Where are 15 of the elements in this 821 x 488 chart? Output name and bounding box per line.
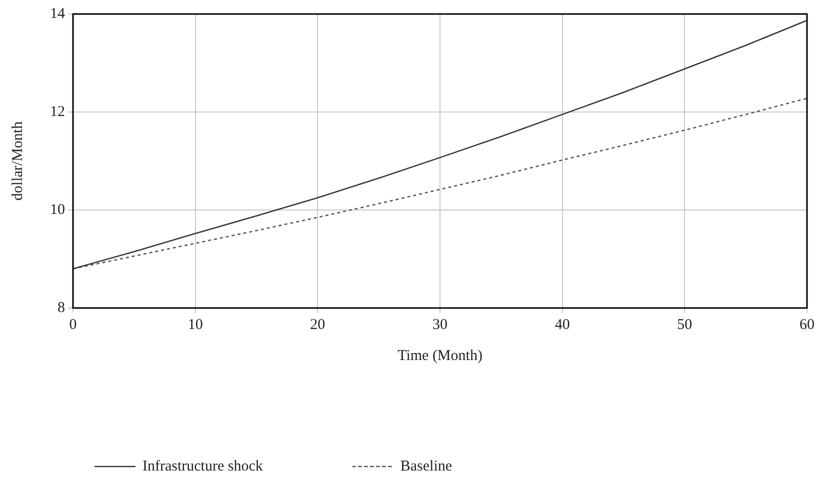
x-tick-label: 0 xyxy=(69,316,77,333)
x-tick-label: 20 xyxy=(310,316,326,333)
y-tick-label: 8 xyxy=(58,300,65,316)
y-tick-label: 14 xyxy=(50,6,66,22)
legend-label: Baseline xyxy=(400,458,452,474)
x-tick-label: 10 xyxy=(188,316,203,333)
x-tick-label: 50 xyxy=(677,316,692,333)
x-tick-label: 40 xyxy=(554,316,570,333)
x-axis-title: Time (Month) xyxy=(398,348,482,364)
legend-label: Infrastructure shock xyxy=(142,458,264,474)
y-axis-title: dollar/Month xyxy=(10,120,26,201)
x-tick-label: 60 xyxy=(800,316,814,333)
y-tick-label: 10 xyxy=(50,202,65,218)
y-tick-label: 12 xyxy=(50,104,65,120)
x-tick-label: 30 xyxy=(432,316,448,333)
